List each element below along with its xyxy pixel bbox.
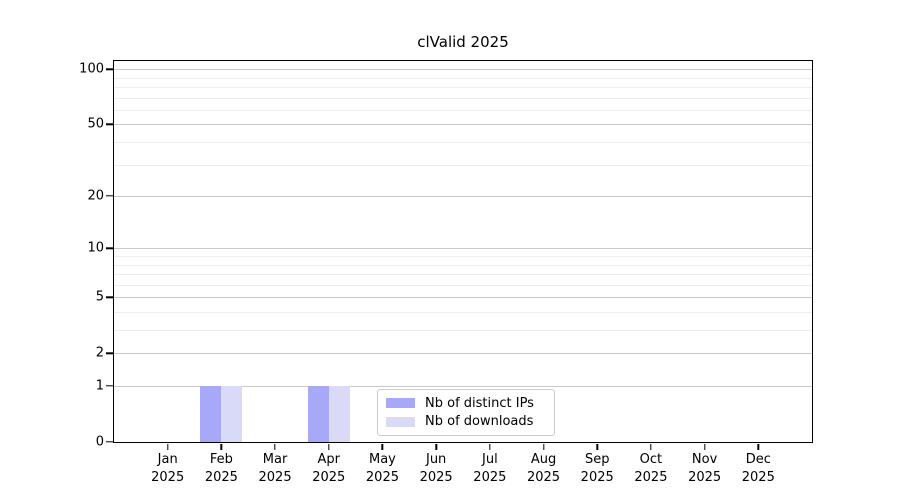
x-tick-mark <box>757 443 759 450</box>
y-tick-label: 1 <box>95 378 104 394</box>
x-tick-label: Jul 2025 <box>473 452 507 485</box>
y-tick-mark <box>106 247 113 249</box>
gridline-minor <box>114 87 812 89</box>
x-tick-label: Feb 2025 <box>204 452 238 485</box>
gridline-minor <box>114 284 812 286</box>
legend-item-distinct-ips: Nb of distinct IPs <box>378 396 554 411</box>
x-tick-mark <box>328 443 330 450</box>
y-tick-label: 2 <box>95 345 104 361</box>
x-tick-mark <box>381 443 384 450</box>
x-tick-label: Aug 2025 <box>526 452 561 485</box>
legend-swatch-distinct-ips <box>386 398 415 409</box>
gridline-major <box>114 196 812 198</box>
x-tick-mark <box>596 443 598 450</box>
gridline-minor <box>114 109 812 111</box>
x-tick-mark <box>703 443 706 450</box>
y-tick-label: 50 <box>87 116 104 132</box>
x-tick-mark <box>489 443 491 450</box>
x-tick-label: Mar 2025 <box>258 452 292 485</box>
x-tick-label: May 2025 <box>365 452 399 485</box>
y-tick-label: 0 <box>95 434 104 450</box>
y-tick-mark <box>106 385 113 387</box>
legend-item-downloads: Nb of downloads <box>378 414 554 429</box>
legend-label-downloads: Nb of downloads <box>425 414 534 430</box>
legend: Nb of distinct IPs Nb of downloads <box>377 389 555 436</box>
x-tick-mark <box>220 443 223 450</box>
gridline-major <box>114 353 812 355</box>
legend-swatch-downloads <box>386 416 415 427</box>
x-tick-label: Oct 2025 <box>634 452 668 485</box>
y-tick-mark <box>106 296 113 298</box>
y-tick-mark <box>106 352 113 354</box>
y-tick-label: 10 <box>87 240 104 256</box>
y-tick-label: 20 <box>87 188 104 204</box>
x-tick-label: Jun 2025 <box>419 452 453 485</box>
gridline-major <box>114 248 812 250</box>
y-tick-mark <box>106 68 113 70</box>
y-tick-label: 100 <box>79 61 104 77</box>
gridline-minor <box>114 264 812 266</box>
y-tick-mark <box>106 195 113 197</box>
x-tick-mark <box>274 443 276 450</box>
gridline-major <box>114 297 812 299</box>
x-tick-label: Dec 2025 <box>741 452 775 485</box>
gridline-minor <box>114 330 812 332</box>
x-tick-mark <box>435 443 437 450</box>
gridline-minor <box>114 77 812 79</box>
gridline-minor <box>114 142 812 144</box>
gridline-minor <box>114 311 812 313</box>
x-tick-mark <box>542 443 545 450</box>
x-tick-mark <box>650 443 652 450</box>
bar-distinct-ips <box>307 386 329 442</box>
gridline-major <box>114 69 812 71</box>
gridline-minor <box>114 97 812 99</box>
x-tick-mark <box>166 443 169 450</box>
x-tick-label: Jan 2025 <box>151 452 185 485</box>
chart-title: clValid 2025 <box>417 33 509 51</box>
legend-label-distinct-ips: Nb of distinct IPs <box>425 395 534 411</box>
y-tick-mark <box>106 441 113 443</box>
gridline-minor <box>114 274 812 276</box>
y-tick-mark <box>106 123 113 126</box>
plot-area: clValid 2025 0 1 2 5 10 20 50 100 Jan 2025 Feb 2… <box>79 33 813 485</box>
x-tick-label: Sep 2025 <box>580 452 614 485</box>
gridline-minor <box>114 256 812 257</box>
x-tick-label: Apr 2025 <box>312 452 346 485</box>
bar-downloads <box>221 386 243 442</box>
gridline-major <box>114 124 812 126</box>
gridline-minor <box>114 164 812 166</box>
x-tick-label: Nov 2025 <box>688 452 722 485</box>
bar-downloads <box>328 386 350 442</box>
y-tick-label: 5 <box>95 289 104 305</box>
bar-distinct-ips <box>200 386 222 442</box>
gridline-major <box>114 386 812 387</box>
